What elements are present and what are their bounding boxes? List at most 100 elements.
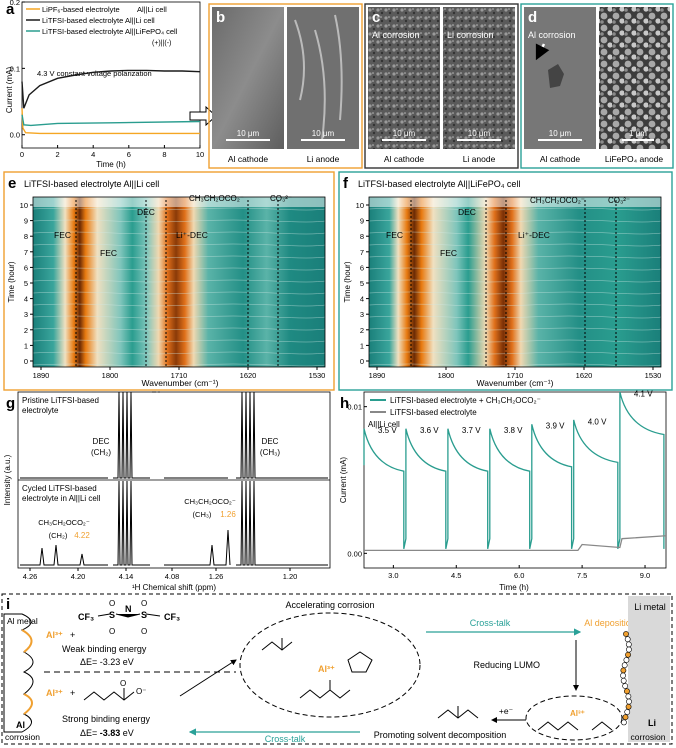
caption-c-al: Al cathode xyxy=(384,154,424,164)
nmr-top-dec-ch2 xyxy=(20,391,150,479)
time-trace xyxy=(368,363,662,367)
panel-e-axes: 1890 1800 1710 1620 1530 0 1 2 3 4 5 6 7 8 9 10 xyxy=(20,196,326,380)
panel-i-label: i xyxy=(6,596,10,613)
time-trace xyxy=(368,279,662,283)
x-tick-label: 1890 xyxy=(33,371,50,380)
ethyl-carbonate-skeleton xyxy=(83,688,135,701)
tfsi-s-left-icon: S xyxy=(109,610,115,620)
ftir-e-timelines xyxy=(32,207,326,367)
x-tick-label: 1710 xyxy=(171,371,188,380)
panel-f-frame xyxy=(338,171,673,391)
strong-binding-unit: eV xyxy=(120,728,134,738)
step-voltage-label: 3.9 V xyxy=(546,422,565,431)
step-voltage-label: 3.6 V xyxy=(420,426,439,435)
peak-e-ethyl-carbonate: CH₃CH₂OCO₂⁻ xyxy=(189,194,244,203)
peak-f-lidec: Li⁺-DEC xyxy=(518,230,550,240)
step-voltage-label: 3.5 V xyxy=(378,426,397,435)
sem-lifepo4-anode xyxy=(599,7,670,149)
panel-e-label: e xyxy=(8,175,16,192)
x-tick-label: 1800 xyxy=(438,371,455,380)
x-tick-label: 6.0 xyxy=(514,571,524,580)
reduction-ligand xyxy=(537,721,613,731)
al-deposit-atom xyxy=(625,703,632,710)
panel-d: d Al corrosion 10 μm 1 μm Al cathode LiF… xyxy=(520,3,674,169)
ftir-map-e-top xyxy=(33,197,325,207)
g-ann-dec-ch3-group: (CH₃) xyxy=(260,448,280,457)
y-tick-label: 9 xyxy=(24,217,28,226)
nmr-top-dec-ch3 xyxy=(164,391,328,479)
overlay-c-li: Li corrosion xyxy=(447,30,494,40)
al-deposit-atom xyxy=(625,693,632,700)
x-tick-label: 1530 xyxy=(309,371,326,380)
g-bottom-line2: electrolyte in Al||Li cell xyxy=(22,494,101,503)
y-tick-label: 6 xyxy=(360,263,364,272)
crosstalk-top-label: Cross-talk xyxy=(470,618,511,628)
x-tick-label: 4.14 xyxy=(119,572,134,581)
al-ion-eco2: Al³⁺ xyxy=(46,688,63,698)
y-tick-label: 8 xyxy=(360,232,364,241)
panel-b-label: b xyxy=(216,9,225,26)
y-tick-label: 7 xyxy=(24,248,28,257)
g-ann-dec-ch2-group: (CH₂) xyxy=(91,448,111,457)
al-deposition-label: Al deposition xyxy=(584,618,636,628)
x-tick-label: 4.26 xyxy=(23,572,38,581)
al-deposit-atom xyxy=(625,651,631,658)
panel-a-label: a xyxy=(6,1,15,18)
panel-a-ticks: 0 2 4 6 8 10 0.0 0.1 0.2 xyxy=(10,0,205,159)
label-al-corrosion-1: Al xyxy=(16,720,25,730)
ligand-3 xyxy=(299,680,351,699)
li-electrode xyxy=(628,596,670,742)
crosstalk-bottom-label: Cross-talk xyxy=(265,734,306,744)
panel-e: e LiTFSI-based electrolyte Al||Li cell F… xyxy=(3,171,335,391)
ftir-map-f xyxy=(369,197,661,367)
weak-binding-label: Weak binding energy xyxy=(62,644,147,654)
x-tick-label: 8 xyxy=(162,150,166,159)
scalebar-b1-label: 10 μm xyxy=(237,129,260,138)
panel-a-axes-frame xyxy=(21,1,201,149)
caption-c-li: Li anode xyxy=(463,154,496,164)
g-ann-eco2-ch2-group: (CH₂) xyxy=(49,531,68,540)
al-deposit-chain xyxy=(620,631,632,726)
ftir-map-e xyxy=(33,197,325,367)
sem-al-cathode-corroded xyxy=(368,7,440,149)
g-ann-eco2-ch2: CH₃CH₂OCO₂⁻ xyxy=(38,518,90,527)
overlay-d-al: Al corrosion xyxy=(528,30,576,40)
time-trace xyxy=(32,267,326,271)
time-trace xyxy=(32,315,326,319)
al-deposit-atom xyxy=(624,688,630,695)
panel-h-axes-frame xyxy=(363,391,667,569)
x-tick-label: 1710 xyxy=(507,371,524,380)
nmr-spectra xyxy=(20,391,328,566)
peak-e-co3: CO₃²⁻ xyxy=(270,194,292,203)
scalebar-d1-label: 10 μm xyxy=(549,129,572,138)
nmr-bottom-right xyxy=(164,480,328,566)
time-trace xyxy=(32,339,326,343)
y-tick-label: 0.0 xyxy=(10,131,20,140)
time-trace xyxy=(32,303,326,307)
x-tick-label: 1530 xyxy=(645,371,662,380)
panel-g-label: g xyxy=(6,395,15,412)
time-trace xyxy=(368,219,662,223)
li-surface-texture xyxy=(294,14,343,141)
tfsi-o3-icon: O xyxy=(141,599,147,608)
x-tick-label: 9.0 xyxy=(640,571,650,580)
overlay-c-al: Al corrosion xyxy=(372,30,420,40)
time-trace xyxy=(32,207,326,211)
label-al-corrosion-2: corrosion xyxy=(5,732,40,742)
series-line xyxy=(21,108,200,135)
al-deposit-atom xyxy=(624,636,631,643)
x-tick-label: 10 xyxy=(196,150,204,159)
time-trace xyxy=(32,243,326,247)
g-bottom-line1: Cycled LiTFSI-based xyxy=(22,484,97,493)
time-trace xyxy=(32,291,326,295)
accelerating-ellipse xyxy=(239,612,421,718)
ftir-map-f-top xyxy=(369,197,661,207)
decomposed-product xyxy=(437,706,479,719)
reduction-ellipse xyxy=(525,695,623,741)
g-ann-eco2-ch2-shift: 4.22 xyxy=(74,531,90,540)
legend-h-baseline: LiTFSI-based electrolyte xyxy=(390,408,477,417)
panel-i-frame xyxy=(1,593,673,745)
strong-binding-energy: ΔE= -3.83 eV xyxy=(80,728,134,738)
time-trace xyxy=(368,303,662,307)
